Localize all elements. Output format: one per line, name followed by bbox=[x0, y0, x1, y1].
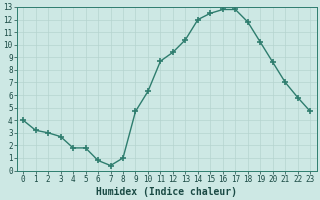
X-axis label: Humidex (Indice chaleur): Humidex (Indice chaleur) bbox=[96, 186, 237, 197]
